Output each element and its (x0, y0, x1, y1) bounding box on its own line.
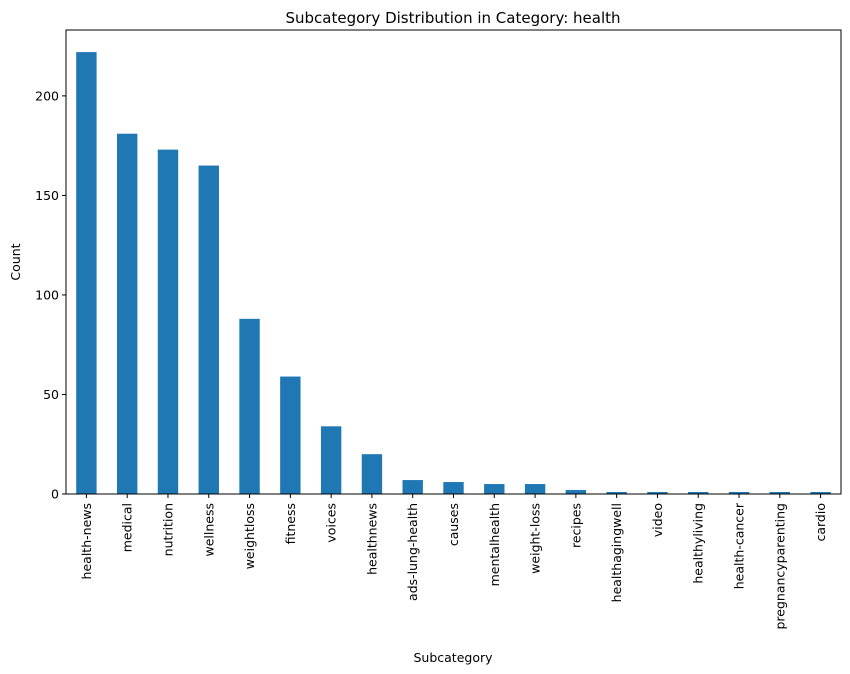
bar-mentalhealth (484, 484, 505, 494)
y-tick-label: 150 (35, 188, 59, 203)
x-tick-label: health-cancer (732, 502, 747, 589)
bar-wellness (198, 165, 219, 495)
x-tick-label: health-news (79, 503, 94, 579)
x-tick-label: causes (446, 503, 461, 546)
bar-ads-lung-health (402, 480, 423, 494)
y-tick-label: 200 (35, 88, 59, 103)
bar-medical (116, 133, 138, 494)
x-tick-label: healthyliving (691, 503, 706, 584)
x-tick-label: pregnancyparenting (772, 503, 787, 630)
y-tick-label: 0 (51, 487, 59, 502)
bar-pregnancyparenting (769, 492, 791, 494)
x-tick-label: weight-loss (528, 503, 543, 574)
bar-weightloss (239, 318, 260, 494)
x-tick-label: voices (324, 503, 339, 543)
plot-area: health-news medical nutrition wellness weigh… (35, 52, 831, 630)
bar-healthyliving (688, 492, 709, 494)
bar-cardio (810, 492, 831, 494)
y-axis-label: Count (8, 243, 23, 280)
bar-nutrition (157, 149, 179, 494)
bar-fitness (280, 376, 301, 494)
x-tick-label: nutrition (160, 503, 175, 556)
x-tick-label: video (650, 503, 665, 537)
x-tick-label: cardio (813, 503, 828, 542)
y-tick-label: 50 (43, 387, 59, 402)
x-tick-label: healthagingwell (609, 503, 624, 602)
chart-title: Subcategory Distribution in Category: he… (285, 9, 620, 27)
bar-healthnews (361, 454, 383, 494)
bar-causes (443, 482, 464, 494)
x-tick-label: ads-lung-health (405, 503, 420, 601)
bar-health-news (76, 52, 97, 494)
plot-frame (65, 29, 842, 495)
x-tick-label: fitness (283, 503, 298, 544)
bar-health-cancer (728, 492, 750, 494)
x-tick-label: healthnews (364, 503, 379, 575)
x-tick-label: recipes (568, 503, 583, 548)
bar-voices (320, 426, 342, 494)
y-tick-label: 100 (35, 287, 59, 302)
x-tick-label: wellness (201, 503, 216, 557)
x-tick-label: weightloss (242, 503, 257, 569)
bar-video (647, 492, 668, 494)
x-axis-label: Subcategory (413, 650, 493, 665)
bar-healthagingwell (606, 492, 627, 494)
bar-recipes (565, 490, 587, 494)
x-tick-label: mentalhealth (487, 503, 502, 586)
bar-weight-loss (524, 484, 546, 494)
x-tick-label: medical (120, 503, 135, 552)
